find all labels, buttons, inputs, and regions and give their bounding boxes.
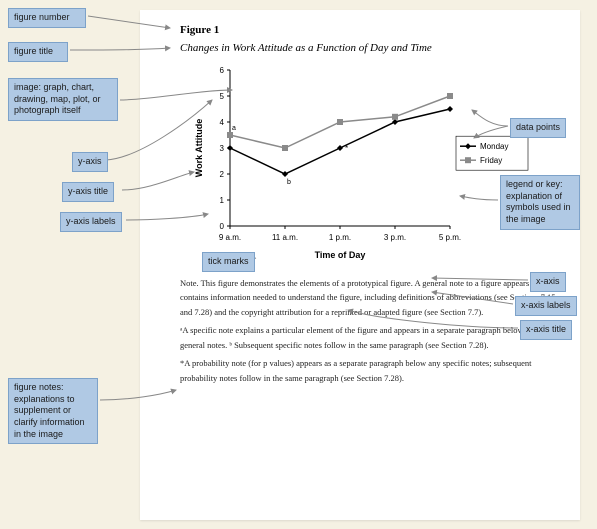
callout-legend: legend or key: explanation of symbols us… — [500, 175, 580, 230]
svg-text:11 a.m.: 11 a.m. — [272, 233, 298, 242]
svg-text:a: a — [232, 125, 236, 132]
svg-text:0: 0 — [220, 222, 225, 231]
specific-note: ᵃA specific note explains a particular e… — [180, 323, 560, 352]
callout-x-axis-title: x-axis title — [520, 320, 572, 340]
svg-text:3: 3 — [220, 144, 225, 153]
chart-area: 0 1 2 3 4 5 6 9 a.m. 11 a.m. 1 p.m. 3 p.m. 5 p.m. Ti… — [190, 62, 540, 262]
probability-note: *A probability note (for p values) appea… — [180, 356, 560, 385]
svg-text:6: 6 — [220, 66, 225, 75]
svg-text:Work Attitude: Work Attitude — [194, 119, 204, 178]
callout-figure-title: figure title — [8, 42, 68, 62]
svg-text:4: 4 — [220, 118, 225, 127]
callout-y-axis-title: y-axis title — [62, 182, 114, 202]
callout-x-axis: x-axis — [530, 272, 566, 292]
callout-tick-marks: tick marks — [202, 252, 255, 272]
figure-number: Figure 1 — [180, 24, 560, 36]
svg-text:3 p.m.: 3 p.m. — [384, 233, 406, 242]
callout-figure-notes: figure notes: explanations to supplement… — [8, 378, 98, 444]
callout-image-desc: image: graph, chart, drawing, map, plot,… — [8, 78, 118, 121]
svg-text:*: * — [345, 144, 348, 153]
callout-x-axis-labels: x-axis labels — [515, 296, 577, 316]
svg-text:Time of Day: Time of Day — [315, 250, 366, 260]
svg-text:b: b — [287, 179, 291, 186]
figure-title: Changes in Work Attitude as a Function o… — [180, 42, 560, 54]
callout-data-points: data points — [510, 118, 566, 138]
svg-text:Monday: Monday — [480, 142, 508, 151]
figure-notes-block: Note. This figure demonstrates the eleme… — [180, 276, 560, 385]
svg-text:1: 1 — [220, 196, 225, 205]
svg-text:5 p.m.: 5 p.m. — [439, 233, 461, 242]
callout-y-axis-labels: y-axis labels — [60, 212, 122, 232]
svg-text:2: 2 — [220, 170, 225, 179]
callout-y-axis: y-axis — [72, 152, 108, 172]
svg-text:Friday: Friday — [480, 156, 502, 165]
svg-text:1 p.m.: 1 p.m. — [329, 233, 351, 242]
chart-svg: 0 1 2 3 4 5 6 9 a.m. 11 a.m. 1 p.m. 3 p.m. 5 p.m. Ti… — [190, 62, 540, 262]
svg-text:5: 5 — [220, 92, 225, 101]
callout-figure-number: figure number — [8, 8, 86, 28]
svg-text:9 a.m.: 9 a.m. — [219, 233, 241, 242]
general-note: Note. This figure demonstrates the eleme… — [180, 276, 560, 319]
